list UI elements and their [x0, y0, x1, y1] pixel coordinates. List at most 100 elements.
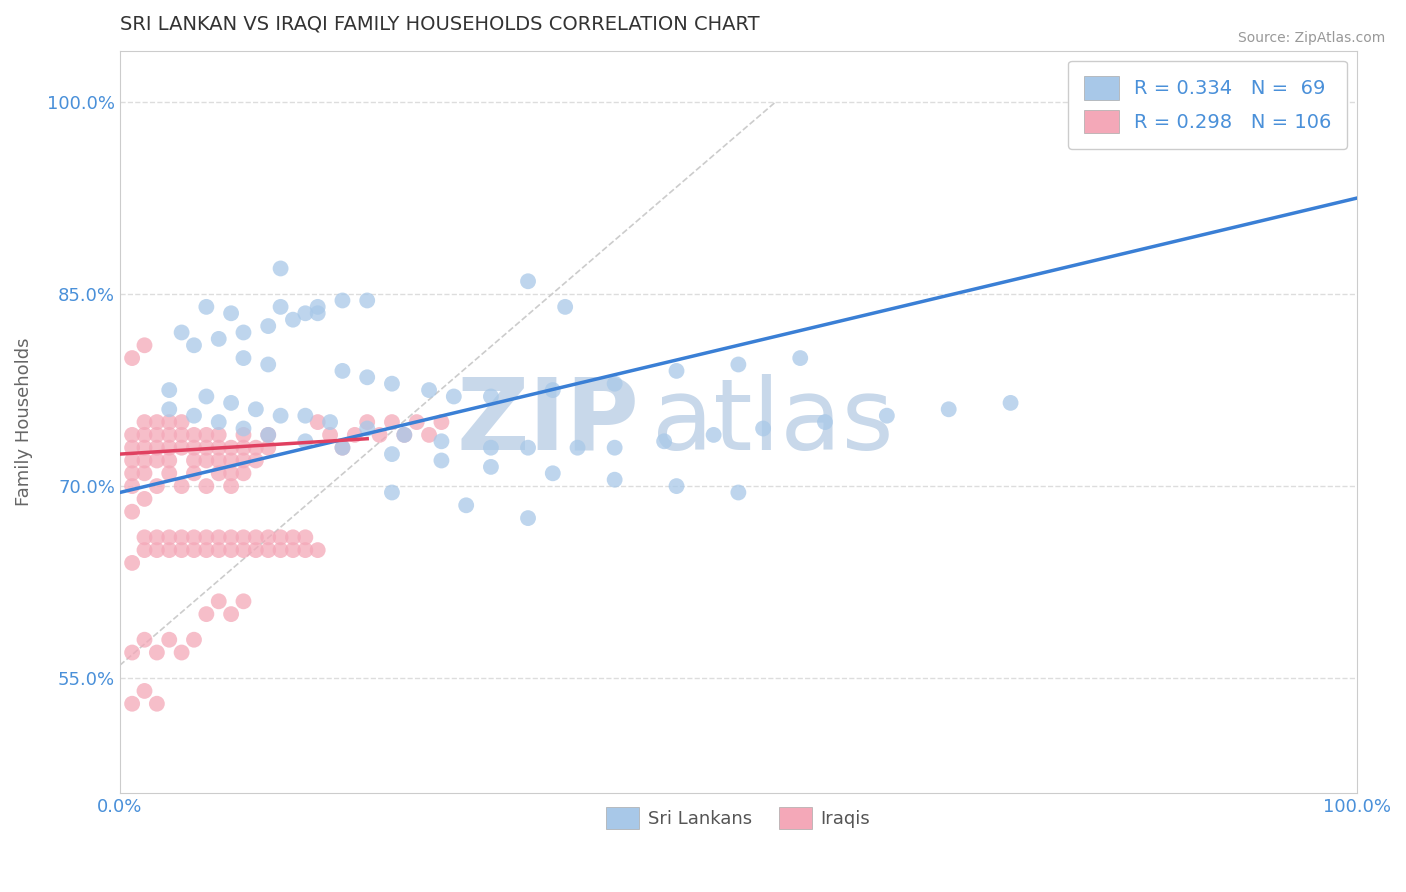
Point — [456, 498, 478, 512]
Point — [603, 441, 626, 455]
Point — [121, 467, 143, 481]
Point — [195, 607, 218, 621]
Point — [727, 358, 749, 372]
Point — [567, 441, 589, 455]
Point — [183, 428, 205, 442]
Point — [183, 467, 205, 481]
Point — [208, 530, 231, 544]
Point — [195, 300, 218, 314]
Point — [703, 428, 725, 442]
Point — [814, 415, 837, 429]
Point — [307, 300, 329, 314]
Point — [134, 415, 156, 429]
Point — [219, 306, 242, 320]
Point — [121, 479, 143, 493]
Point — [208, 441, 231, 455]
Point — [727, 485, 749, 500]
Point — [157, 543, 180, 558]
Point — [294, 543, 316, 558]
Point — [652, 434, 675, 449]
Point — [232, 421, 254, 435]
Point — [1185, 95, 1208, 109]
Point — [170, 326, 193, 340]
Point — [183, 530, 205, 544]
Point — [876, 409, 898, 423]
Point — [257, 543, 280, 558]
Point — [134, 543, 156, 558]
Point — [418, 428, 440, 442]
Point — [554, 300, 576, 314]
Point — [332, 441, 354, 455]
Point — [121, 556, 143, 570]
Text: atlas: atlas — [652, 374, 893, 471]
Point — [121, 646, 143, 660]
Point — [665, 364, 688, 378]
Point — [121, 697, 143, 711]
Text: SRI LANKAN VS IRAQI FAMILY HOUSEHOLDS CORRELATION CHART: SRI LANKAN VS IRAQI FAMILY HOUSEHOLDS CO… — [120, 15, 759, 34]
Point — [541, 467, 564, 481]
Point — [183, 453, 205, 467]
Point — [257, 358, 280, 372]
Point — [270, 543, 292, 558]
Point — [183, 409, 205, 423]
Point — [281, 530, 304, 544]
Point — [157, 428, 180, 442]
Point — [134, 491, 156, 506]
Point — [183, 543, 205, 558]
Point — [146, 479, 169, 493]
Y-axis label: Family Households: Family Households — [15, 338, 32, 507]
Point — [356, 293, 378, 308]
Point — [270, 409, 292, 423]
Point — [157, 467, 180, 481]
Point — [134, 530, 156, 544]
Point — [257, 530, 280, 544]
Point — [232, 326, 254, 340]
Point — [319, 415, 342, 429]
Point — [146, 697, 169, 711]
Point — [219, 467, 242, 481]
Point — [170, 646, 193, 660]
Point — [183, 338, 205, 352]
Point — [146, 530, 169, 544]
Point — [157, 383, 180, 397]
Point — [134, 684, 156, 698]
Point — [307, 415, 329, 429]
Point — [121, 351, 143, 365]
Point — [479, 389, 502, 403]
Point — [134, 632, 156, 647]
Point — [368, 428, 391, 442]
Point — [195, 530, 218, 544]
Point — [381, 415, 404, 429]
Point — [195, 479, 218, 493]
Point — [170, 530, 193, 544]
Point — [381, 485, 404, 500]
Point — [208, 594, 231, 608]
Point — [121, 453, 143, 467]
Point — [245, 543, 267, 558]
Point — [170, 479, 193, 493]
Point — [343, 428, 366, 442]
Point — [430, 415, 453, 429]
Point — [232, 428, 254, 442]
Point — [157, 530, 180, 544]
Point — [381, 447, 404, 461]
Point — [270, 300, 292, 314]
Point — [134, 428, 156, 442]
Point — [157, 402, 180, 417]
Point — [219, 543, 242, 558]
Point — [219, 441, 242, 455]
Point — [208, 332, 231, 346]
Point — [146, 441, 169, 455]
Point — [307, 543, 329, 558]
Point — [134, 441, 156, 455]
Point — [405, 415, 427, 429]
Point — [752, 421, 775, 435]
Text: Source: ZipAtlas.com: Source: ZipAtlas.com — [1237, 31, 1385, 45]
Point — [294, 306, 316, 320]
Point — [281, 543, 304, 558]
Point — [219, 530, 242, 544]
Point — [270, 530, 292, 544]
Point — [356, 370, 378, 384]
Point — [232, 530, 254, 544]
Point — [245, 530, 267, 544]
